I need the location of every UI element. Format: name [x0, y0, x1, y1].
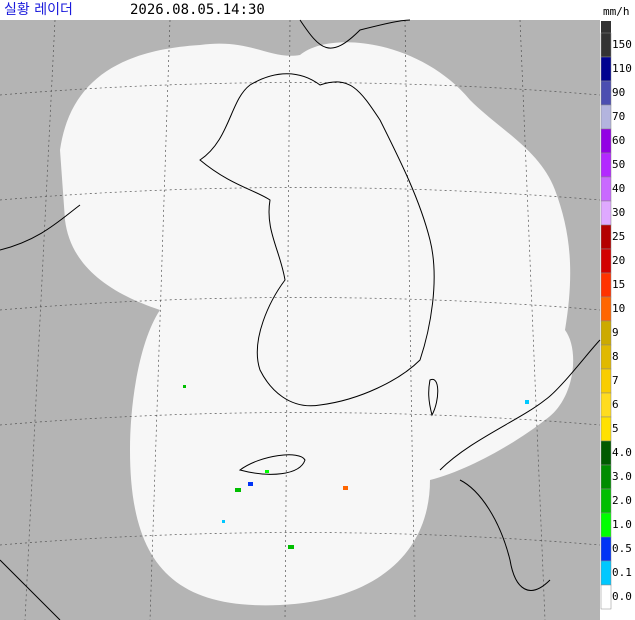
legend-swatch — [600, 368, 612, 394]
legend-swatch — [600, 224, 612, 250]
timestamp: 2026.08.05.14:30 — [130, 2, 265, 18]
legend-label: 90 — [612, 86, 625, 99]
legend-label: 70 — [612, 110, 625, 123]
legend: 150 110 90 70 60 50 40 30 25 20 15 10 9 8 7 6 5 4.0 3.0 2.0… — [600, 21, 632, 610]
legend-swatch — [600, 536, 612, 562]
legend-swatch — [600, 176, 612, 202]
legend-label: 30 — [612, 206, 625, 219]
legend-label: 9 — [612, 326, 619, 339]
legend-swatch — [600, 128, 612, 154]
legend-swatch — [600, 584, 612, 610]
legend-label: 20 — [612, 254, 625, 267]
legend-swatch — [600, 464, 612, 490]
legend-label: 8 — [612, 350, 619, 363]
legend-label: 4.0 — [612, 446, 632, 459]
legend-swatch — [600, 512, 612, 538]
legend-swatch — [600, 248, 612, 274]
legend-swatch — [600, 152, 612, 178]
legend-label: 40 — [612, 182, 625, 195]
legend-label: 5 — [612, 422, 619, 435]
legend-label: 7 — [612, 374, 619, 387]
legend-swatch — [600, 56, 612, 82]
legend-label: 1.0 — [612, 518, 632, 531]
radar-coverage — [60, 42, 574, 606]
echoes — [183, 385, 529, 549]
legend-swatch — [600, 440, 612, 466]
legend-cap — [601, 21, 611, 33]
legend-label: 3.0 — [612, 470, 632, 483]
legend-swatch — [600, 560, 612, 586]
legend-label: 2.0 — [612, 494, 632, 507]
legend-swatch — [600, 416, 612, 442]
legend-label: 0.0 — [612, 590, 632, 603]
legend-label: 60 — [612, 134, 625, 147]
legend-swatch — [600, 344, 612, 370]
legend-swatch — [600, 272, 612, 298]
page-title: 실황 레이더 — [4, 2, 73, 18]
legend-label: 25 — [612, 230, 625, 243]
legend-swatch — [600, 80, 612, 106]
map — [0, 19, 601, 620]
legend-label: 10 — [612, 302, 625, 315]
coastlines — [0, 19, 601, 620]
legend-label: 0.5 — [612, 542, 632, 555]
legend-label: 15 — [612, 278, 625, 291]
legend-swatch — [600, 392, 612, 418]
legend-label: 150 — [612, 38, 632, 51]
unit-label: mm/h — [603, 5, 630, 18]
legend-label: 50 — [612, 158, 625, 171]
legend-swatch — [600, 32, 612, 58]
legend-label: 110 — [612, 62, 632, 75]
legend-swatch — [600, 320, 612, 346]
legend-swatch — [600, 200, 612, 226]
legend-swatch — [600, 104, 612, 130]
legend-label: 6 — [612, 398, 619, 411]
legend-label: 0.1 — [612, 566, 632, 579]
graticule — [0, 19, 601, 620]
legend-swatch — [600, 296, 612, 322]
legend-swatch — [600, 488, 612, 514]
